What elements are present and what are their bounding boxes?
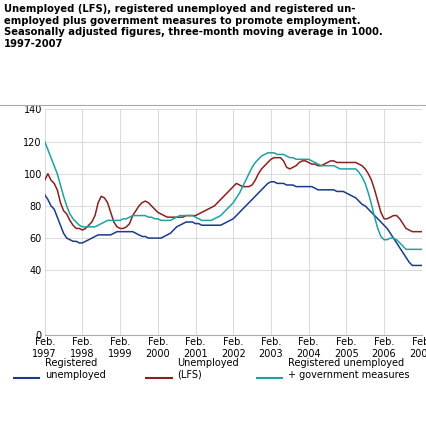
Text: Registered unemployed
+ government measures: Registered unemployed + government measu…: [288, 358, 409, 380]
Text: Unemployed
(LFS): Unemployed (LFS): [177, 358, 239, 380]
Text: Unemployed (LFS), registered unemployed and registered un-
employed plus governm: Unemployed (LFS), registered unemployed …: [4, 4, 383, 49]
Text: Registered
unemployed: Registered unemployed: [45, 358, 106, 380]
